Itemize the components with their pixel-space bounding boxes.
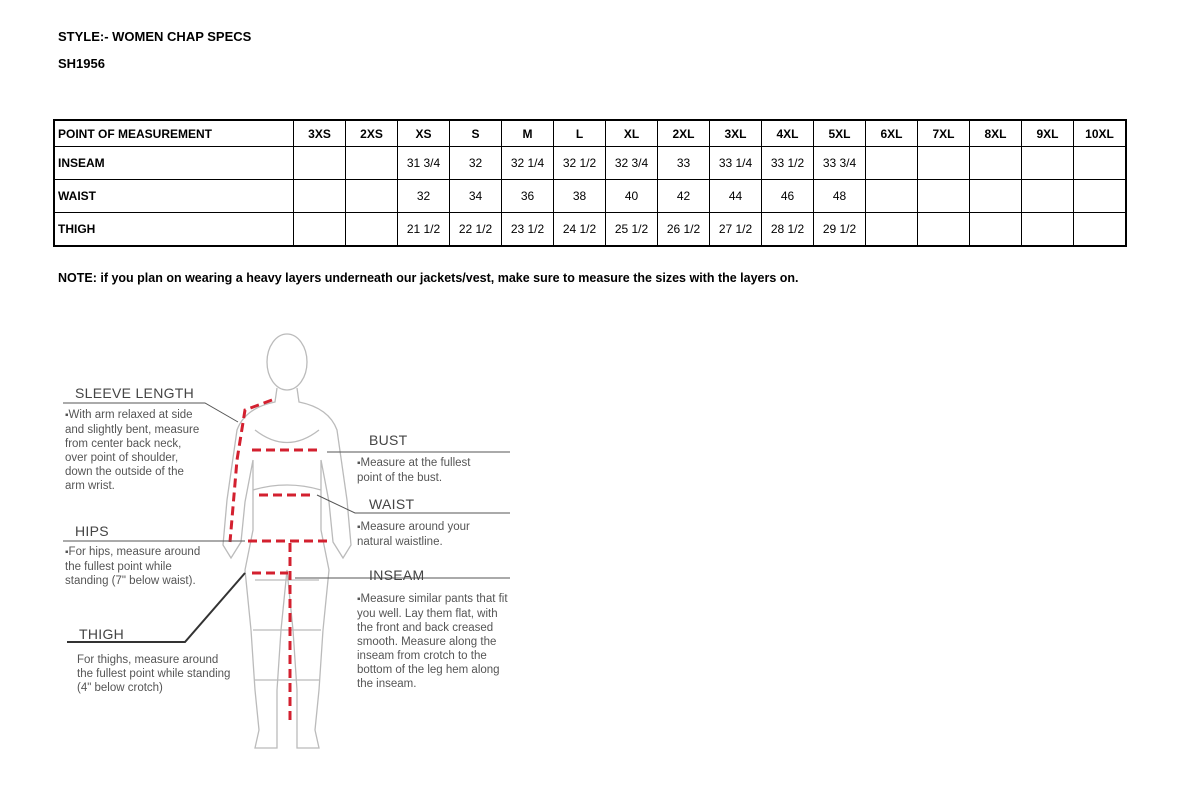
table-cell — [865, 146, 918, 180]
table-header-row: POINT OF MEASUREMENT 3XS 2XS XS S M L XL 2XL 3XL 4… — [53, 119, 1127, 147]
table-cell — [969, 212, 1022, 247]
table-cell — [1073, 179, 1127, 213]
table-cell — [917, 179, 970, 213]
column-header: M — [501, 119, 554, 147]
table-cell — [865, 212, 918, 247]
bust-label: BUST — [369, 432, 408, 448]
column-header: S — [449, 119, 502, 147]
sleeve-length-text: With arm relaxed at side and slightly be… — [65, 408, 205, 493]
table-cell: 48 — [813, 179, 866, 213]
column-header: 3XS — [293, 119, 346, 147]
layering-note: NOTE: if you plan on wearing a heavy lay… — [58, 271, 799, 285]
table-cell: 33 1/4 — [709, 146, 762, 180]
table-cell — [969, 179, 1022, 213]
table-cell — [293, 212, 346, 247]
column-header: 4XL — [761, 119, 814, 147]
table-cell: 31 3/4 — [397, 146, 450, 180]
sleeve-length-label: SLEEVE LENGTH — [75, 385, 195, 401]
table-cell: 34 — [449, 179, 502, 213]
table-cell: 33 3/4 — [813, 146, 866, 180]
table-cell: 36 — [501, 179, 554, 213]
table-cell: 38 — [553, 179, 606, 213]
table-cell — [865, 179, 918, 213]
table-row: INSEAM 31 3/4 32 32 1/4 32 1/2 32 3/4 33 33 1/4… — [53, 146, 1127, 180]
table-cell — [1021, 212, 1074, 247]
column-header: 10XL — [1073, 119, 1127, 147]
body-measurement-figure: SLEEVE LENGTH With arm relaxed at side a… — [55, 330, 525, 760]
column-header: 6XL — [865, 119, 918, 147]
table-cell: 32 1/2 — [553, 146, 606, 180]
table-cell: 42 — [657, 179, 710, 213]
table-cell — [1021, 179, 1074, 213]
inseam-text: Measure similar pants that fit you well.… — [357, 592, 512, 691]
table-cell: 32 1/4 — [501, 146, 554, 180]
table-cell: 32 — [449, 146, 502, 180]
table-cell — [293, 146, 346, 180]
thigh-label: THIGH — [79, 626, 125, 642]
waist-text: Measure around your natural waistline. — [357, 520, 497, 549]
table-cell: 32 — [397, 179, 450, 213]
column-header: 3XL — [709, 119, 762, 147]
table-cell — [917, 146, 970, 180]
table-cell: 32 3/4 — [605, 146, 658, 180]
hips-text: For hips, measure around the fullest poi… — [65, 545, 215, 588]
table-row: THIGH 21 1/2 22 1/2 23 1/2 24 1/2 25 1/2 26 1/… — [53, 212, 1127, 247]
column-header: 8XL — [969, 119, 1022, 147]
column-header: XS — [397, 119, 450, 147]
table-cell: 23 1/2 — [501, 212, 554, 247]
style-code: SH1956 — [58, 56, 105, 71]
table-cell: 28 1/2 — [761, 212, 814, 247]
table-cell: 40 — [605, 179, 658, 213]
table-cell: 46 — [761, 179, 814, 213]
table-cell: 29 1/2 — [813, 212, 866, 247]
column-header: 9XL — [1021, 119, 1074, 147]
table-cell — [345, 179, 398, 213]
size-chart-table: POINT OF MEASUREMENT 3XS 2XS XS S M L XL 2XL 3XL 4… — [53, 119, 1127, 247]
table-cell — [917, 212, 970, 247]
table-cell — [1021, 146, 1074, 180]
column-header: XL — [605, 119, 658, 147]
sleeve-length-line — [228, 398, 273, 543]
table-cell: 33 — [657, 146, 710, 180]
column-header: L — [553, 119, 606, 147]
table-cell — [345, 146, 398, 180]
table-cell — [969, 146, 1022, 180]
table-cell: 27 1/2 — [709, 212, 762, 247]
table-cell: 33 1/2 — [761, 146, 814, 180]
table-cell: 44 — [709, 179, 762, 213]
table-cell: 24 1/2 — [553, 212, 606, 247]
table-row: WAIST 32 34 36 38 40 42 44 46 48 — [53, 179, 1127, 213]
body-outline-illustration — [222, 333, 352, 749]
table-cell — [1073, 212, 1127, 247]
waist-label: WAIST — [369, 496, 415, 512]
table-cell: 22 1/2 — [449, 212, 502, 247]
column-header: 2XS — [345, 119, 398, 147]
column-header: POINT OF MEASUREMENT — [53, 119, 294, 147]
table-cell — [293, 179, 346, 213]
inseam-label: INSEAM — [369, 567, 425, 583]
table-cell: 26 1/2 — [657, 212, 710, 247]
style-title: STYLE:- WOMEN CHAP SPECS — [58, 29, 252, 44]
row-label: INSEAM — [53, 146, 294, 180]
bust-text: Measure at the fullest point of the bust… — [357, 456, 497, 485]
column-header: 7XL — [917, 119, 970, 147]
thigh-text: For thighs, measure around the fullest p… — [77, 654, 231, 694]
measurement-lines — [63, 398, 510, 720]
table-cell — [345, 212, 398, 247]
table-cell: 25 1/2 — [605, 212, 658, 247]
table-cell — [1073, 146, 1127, 180]
row-label: THIGH — [53, 212, 294, 247]
row-label: WAIST — [53, 179, 294, 213]
column-header: 5XL — [813, 119, 866, 147]
column-header: 2XL — [657, 119, 710, 147]
table-cell: 21 1/2 — [397, 212, 450, 247]
hips-label: HIPS — [75, 523, 109, 539]
